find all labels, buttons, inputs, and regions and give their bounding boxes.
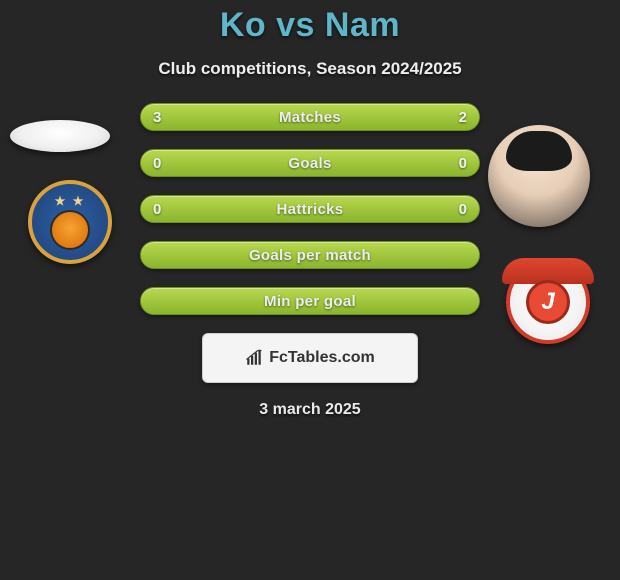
club-right-logo: J — [506, 260, 590, 344]
stat-bar: 0 Goals 0 — [140, 149, 480, 177]
stat-bar: Min per goal — [140, 287, 480, 315]
stat-bar: Goals per match — [140, 241, 480, 269]
stat-label: Matches — [279, 109, 341, 126]
stat-left-value: 0 — [153, 155, 161, 172]
source-badge-text: FcTables.com — [269, 349, 375, 367]
stat-label: Goals per match — [249, 247, 371, 264]
tiger-icon — [50, 210, 90, 250]
source-badge-container: FcTables.com — [0, 333, 620, 383]
stat-right-value: 2 — [459, 109, 467, 126]
stat-label: Hattricks — [277, 201, 344, 218]
stat-bar: 0 Hattricks 0 — [140, 195, 480, 223]
page-title: Ko vs Nam — [0, 6, 620, 45]
stat-label: Min per goal — [264, 293, 356, 310]
stat-label: Goals — [288, 155, 331, 172]
date-label: 3 march 2025 — [0, 401, 620, 419]
source-badge[interactable]: FcTables.com — [202, 333, 418, 383]
stat-right-value: 0 — [459, 155, 467, 172]
page-subtitle: Club competitions, Season 2024/2025 — [0, 59, 620, 79]
club-left-logo — [28, 180, 112, 264]
stat-right-value: 0 — [459, 201, 467, 218]
stat-left-value: 0 — [153, 201, 161, 218]
player-right-avatar — [488, 125, 590, 227]
bar-chart-icon — [245, 349, 263, 367]
club-right-letter: J — [526, 280, 570, 324]
player-left-avatar — [10, 120, 110, 152]
header: Ko vs Nam Club competitions, Season 2024… — [0, 0, 620, 79]
stat-bar: 3 Matches 2 — [140, 103, 480, 131]
stat-left-value: 3 — [153, 109, 161, 126]
